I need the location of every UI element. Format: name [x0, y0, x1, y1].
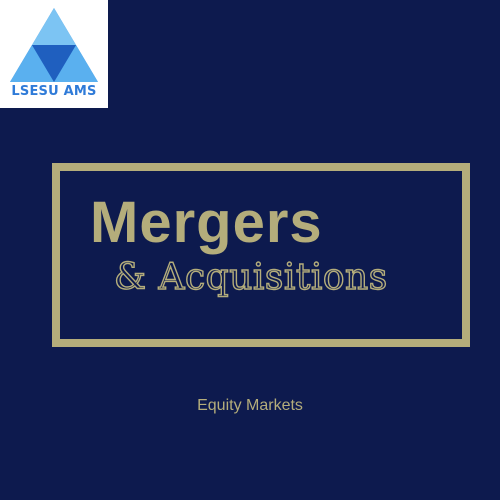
- title-frame: [52, 163, 470, 347]
- logo-text: LSESU AMS: [11, 84, 97, 99]
- lsesu-ams-logo: LSESU AMS: [0, 0, 108, 108]
- page-subtitle: & Acquisitions: [113, 256, 388, 298]
- tagline: Equity Markets: [197, 397, 303, 414]
- triangle-logo-icon: [10, 8, 98, 82]
- page-title: Mergers: [90, 190, 323, 255]
